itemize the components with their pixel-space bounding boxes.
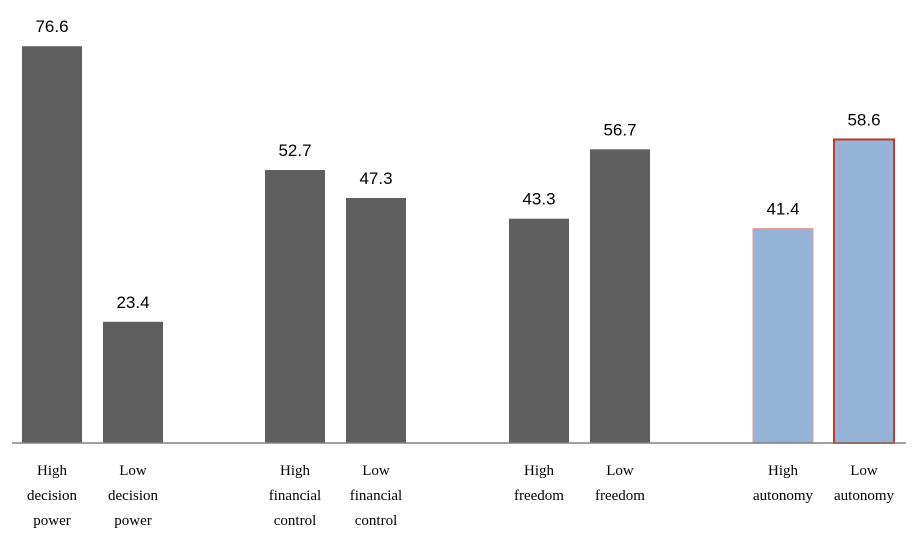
category-label-line: power <box>33 513 71 529</box>
bar-5 <box>590 149 650 443</box>
category-label-line: decision <box>27 488 77 504</box>
category-label-6: High autonomy <box>753 463 813 504</box>
value-label-5: 56.7 <box>603 120 636 139</box>
category-label-line: High <box>280 463 311 479</box>
category-label-4: High freedom <box>514 463 564 504</box>
category-label-line: financial <box>350 488 402 504</box>
category-label-line: High <box>37 463 68 479</box>
category-label-line: Low <box>362 463 390 479</box>
value-label-3: 47.3 <box>359 169 392 188</box>
bar-6 <box>752 228 814 444</box>
category-label-line: power <box>114 513 152 529</box>
bar-0 <box>22 46 82 443</box>
category-label-line: Low <box>119 463 147 479</box>
bar-7 <box>833 138 895 444</box>
bar-1 <box>103 321 163 443</box>
value-label-0: 76.6 <box>35 17 68 36</box>
category-label-line: Low <box>606 463 634 479</box>
category-label-line: autonomy <box>834 488 894 504</box>
category-label-2: High financial control <box>269 463 321 529</box>
bar-3 <box>346 197 406 443</box>
category-label-line: control <box>274 513 317 529</box>
value-labels-layer: 76.6 23.4 52.7 47.3 43.3 56.7 41.4 58.6 <box>35 17 880 312</box>
value-label-1: 23.4 <box>116 293 149 312</box>
category-label-line: High <box>524 463 555 479</box>
category-label-line: decision <box>108 488 158 504</box>
category-label-line: Low <box>850 463 878 479</box>
bar-4 <box>509 218 569 443</box>
value-label-4: 43.3 <box>522 190 555 209</box>
bars-layer <box>22 46 895 444</box>
category-label-line: High <box>768 463 799 479</box>
category-label-line: autonomy <box>753 488 813 504</box>
category-label-line: financial <box>269 488 321 504</box>
bar-2 <box>265 170 325 443</box>
category-label-3: Low financial control <box>350 463 402 529</box>
category-label-7: Low autonomy <box>834 463 894 504</box>
category-label-1: Low decision power <box>108 463 158 529</box>
category-label-0: High decision power <box>27 463 77 529</box>
value-label-7: 58.6 <box>847 110 880 129</box>
category-labels-layer: High decision power Low decision power High fin… <box>27 463 894 529</box>
category-label-line: control <box>355 513 398 529</box>
category-label-line: freedom <box>514 488 564 504</box>
value-label-6: 41.4 <box>766 200 799 219</box>
category-label-5: Low freedom <box>595 463 645 504</box>
category-label-line: freedom <box>595 488 645 504</box>
value-label-2: 52.7 <box>278 141 311 160</box>
